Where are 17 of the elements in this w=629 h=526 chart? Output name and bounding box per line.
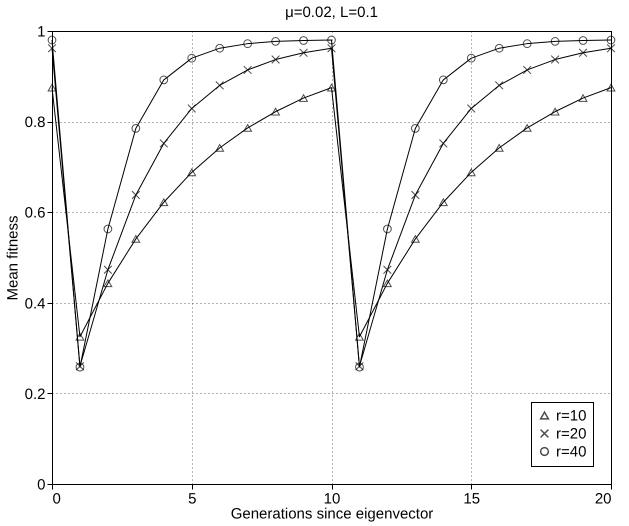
- legend-label: r=40: [556, 444, 586, 460]
- y-axis-title: Mean fitness: [4, 215, 22, 301]
- legend-label: r=20: [556, 426, 586, 442]
- legend-label: r=10: [556, 408, 586, 424]
- chart-title: μ=0.02, L=0.1: [285, 4, 378, 21]
- y-tick-label: 0.2: [24, 386, 46, 403]
- x-axis-title: Generations since eigenvector: [230, 506, 434, 522]
- x-tick-label: 0: [52, 490, 61, 508]
- y-tick-label: 0.8: [24, 114, 46, 132]
- y-tick-label: 0.4: [24, 295, 46, 312]
- y-tick-label: 0: [37, 476, 46, 494]
- y-tick-label: 1: [37, 24, 46, 40]
- x-tick-label: 10: [324, 490, 340, 508]
- x-tick-label: 5: [188, 490, 196, 508]
- y-tick-label: 0.6: [24, 204, 46, 222]
- x-tick-label: 20: [594, 490, 612, 508]
- x-tick-label: 15: [463, 490, 480, 508]
